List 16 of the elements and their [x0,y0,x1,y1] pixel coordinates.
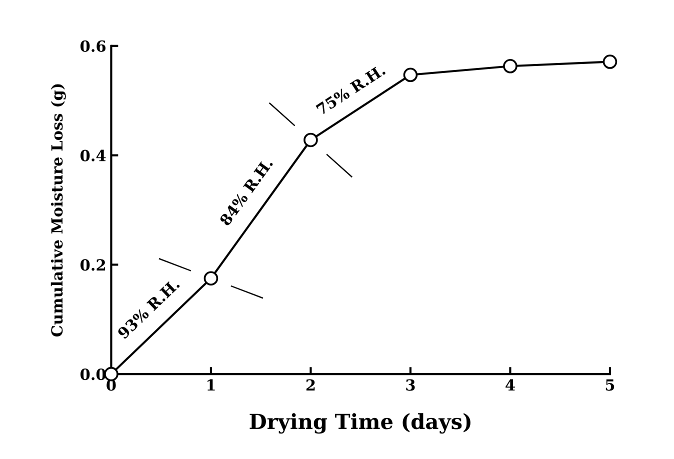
point [104,366,118,382]
point [204,271,218,286]
x-tick-label: 5 [606,379,614,391]
x-tick-label: 4 [506,379,515,391]
point [403,68,418,82]
point [503,58,518,74]
x-tick-label: 3 [406,379,415,391]
y-axis-title: Cumulative Moisture Loss (g) [50,84,66,337]
x-tick-label: 1 [208,379,215,391]
x-axis-title: Drying Time (days) [250,413,470,434]
point [304,132,318,148]
y-tick-label: 0.2 [80,259,105,271]
point [602,54,618,69]
y-tick-label: 0.6 [80,40,106,52]
y-tick-label: 0.4 [80,150,106,162]
x-tick-label: 2 [306,379,315,391]
